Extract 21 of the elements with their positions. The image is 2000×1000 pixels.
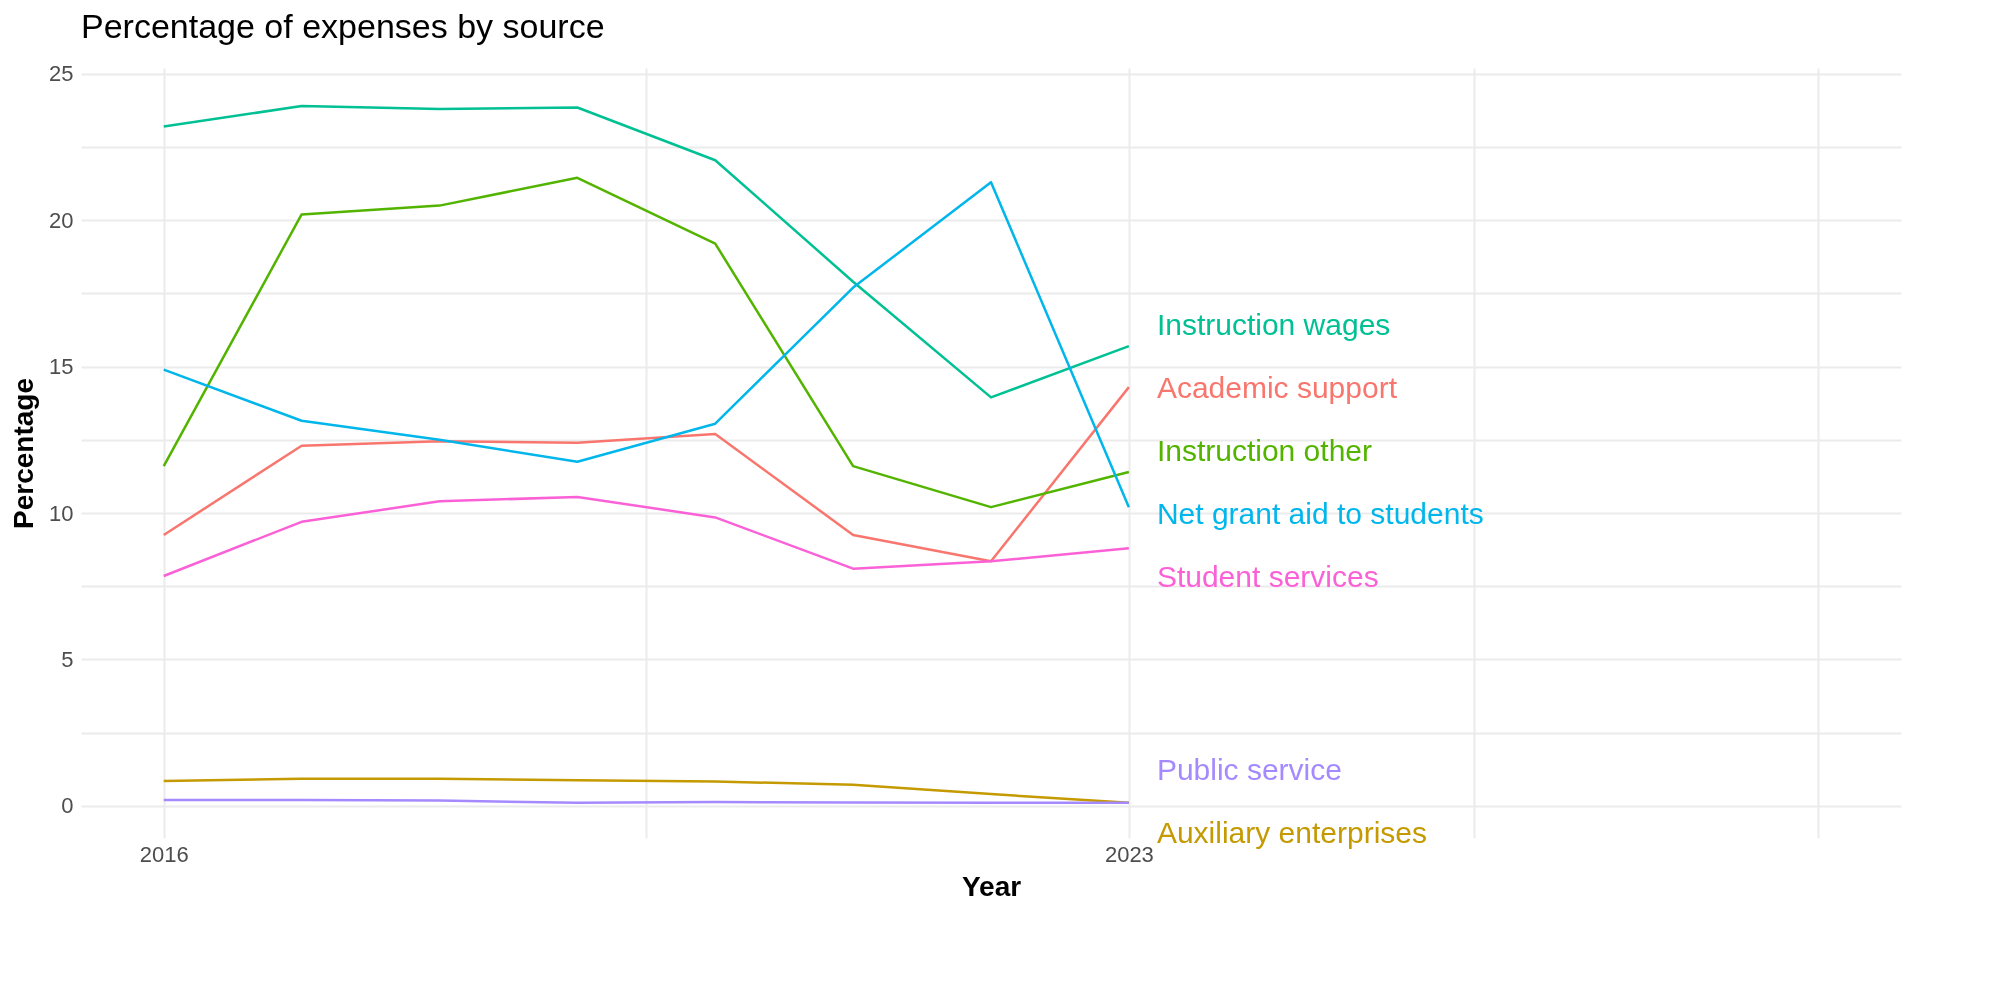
series-label: Student services bbox=[1156, 560, 1379, 594]
y-tick-label: 15 bbox=[49, 354, 74, 380]
y-axis-title: Percentage bbox=[8, 378, 40, 529]
y-tick-label: 5 bbox=[61, 646, 74, 672]
series-label: Instruction other bbox=[1156, 434, 1372, 468]
x-axis-title: Year bbox=[961, 870, 1022, 902]
series-label: Instruction wages bbox=[1156, 307, 1391, 341]
series-label: Public service bbox=[1156, 753, 1342, 787]
series-label: Net grant aid to students bbox=[1156, 497, 1484, 531]
y-tick-label: 25 bbox=[49, 61, 74, 87]
line-series bbox=[162, 495, 1131, 578]
x-tick-label: 2023 bbox=[1104, 841, 1154, 867]
line-series bbox=[162, 104, 1131, 399]
y-tick-label: 0 bbox=[61, 793, 74, 819]
series-label: Academic support bbox=[1156, 370, 1398, 404]
chart-title: Percentage of expenses by source bbox=[81, 6, 605, 45]
series-label: Auxiliary enterprises bbox=[1156, 816, 1427, 850]
y-tick-label: 10 bbox=[49, 500, 74, 526]
line-series bbox=[162, 385, 1131, 563]
y-tick-label: 20 bbox=[49, 207, 74, 233]
x-tick-label: 2016 bbox=[139, 841, 189, 867]
